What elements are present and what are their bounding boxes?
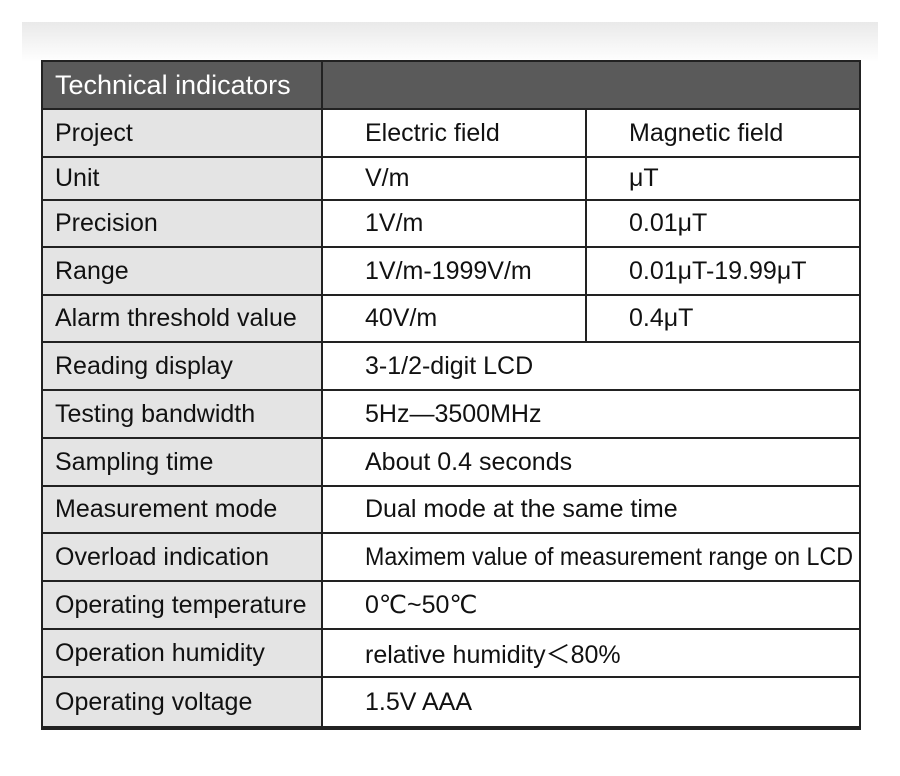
- row-label: Operating temperature: [43, 582, 323, 630]
- cell: 40V/m: [323, 296, 587, 343]
- cell-text: Measurement mode: [55, 495, 278, 523]
- cell-text: 1V/m: [365, 209, 424, 237]
- cell: 0℃~50℃: [323, 582, 859, 630]
- row-label: Alarm threshold value: [43, 296, 323, 343]
- header-title: Technical indicators: [43, 62, 323, 110]
- cell-text: About 0.4 seconds: [365, 447, 573, 476]
- cell: About 0.4 seconds: [323, 439, 859, 487]
- header-fill: [323, 62, 859, 110]
- cell: 0.01μT: [587, 201, 859, 248]
- cell: 1V/m: [323, 201, 587, 248]
- cell: Dual mode at the same time: [323, 487, 859, 534]
- cell-text: 0.01μT: [629, 209, 708, 237]
- cell-text: Operating temperature: [55, 590, 307, 619]
- row-label: Unit: [43, 158, 323, 201]
- cell-text: Precision: [55, 209, 158, 237]
- cell-text: μT: [629, 164, 659, 192]
- cell: 3-1/2-digit LCD: [323, 343, 859, 391]
- cell: 1V/m-1999V/m: [323, 248, 587, 296]
- row-label: Testing bandwidth: [43, 391, 323, 439]
- cell-text: 0.01μT-19.99μT: [629, 256, 807, 285]
- cell-text: Testing bandwidth: [55, 399, 256, 428]
- row-label: Operating voltage: [43, 678, 323, 728]
- cell-text: 1V/m-1999V/m: [365, 256, 532, 285]
- cell: relative humidity＜80%: [323, 630, 859, 678]
- row-label: Measurement mode: [43, 487, 323, 534]
- cell-text: 0.4μT: [629, 304, 694, 332]
- cell: Maximem value of measurement range on LC…: [323, 534, 859, 582]
- cell-text: V/m: [365, 164, 410, 192]
- spec-table: Technical indicators Project Electric fiel…: [41, 60, 861, 730]
- cell: Magnetic field: [587, 110, 859, 158]
- cell: Electric field: [323, 110, 587, 158]
- row-label: Range: [43, 248, 323, 296]
- cell-text: Operation humidity: [55, 638, 265, 667]
- row-label: Overload indication: [43, 534, 323, 582]
- cell-text: Maximem value of measurement range on LC…: [365, 542, 853, 571]
- cell: 5Hz—3500MHz: [323, 391, 859, 439]
- row-label: Reading display: [43, 343, 323, 391]
- cell-text: Reading display: [55, 351, 233, 380]
- cell-text: Magnetic field: [629, 118, 784, 147]
- cell: 0.4μT: [587, 296, 859, 343]
- cell: 0.01μT-19.99μT: [587, 248, 859, 296]
- cell-text: Technical indicators: [55, 69, 291, 100]
- cell: 1.5V AAA: [323, 678, 859, 728]
- row-label: Precision: [43, 201, 323, 248]
- cell-text: relative humidity＜80%: [365, 641, 621, 669]
- cell-text: 3-1/2-digit LCD: [365, 351, 534, 380]
- cell-text: Operating voltage: [55, 687, 253, 716]
- cell: μT: [587, 158, 859, 201]
- cell: V/m: [323, 158, 587, 201]
- cell-text: Electric field: [365, 118, 500, 147]
- cell-text: Alarm threshold value: [55, 304, 297, 332]
- cell-text: Range: [55, 256, 129, 285]
- row-label: Project: [43, 110, 323, 158]
- cell-text: 0℃~50℃: [365, 591, 478, 619]
- row-label: Operation humidity: [43, 630, 323, 678]
- top-shade: [22, 22, 878, 62]
- cell-text: Dual mode at the same time: [365, 495, 678, 523]
- cell-text: Unit: [55, 164, 100, 192]
- cell-text: Sampling time: [55, 447, 214, 476]
- cell-text: 5Hz—3500MHz: [365, 399, 542, 428]
- cell-text: 1.5V AAA: [365, 687, 473, 716]
- cell-text: 40V/m: [365, 304, 438, 332]
- cell-text: Project: [55, 118, 133, 147]
- row-label: Sampling time: [43, 439, 323, 487]
- cell-text: Overload indication: [55, 542, 270, 571]
